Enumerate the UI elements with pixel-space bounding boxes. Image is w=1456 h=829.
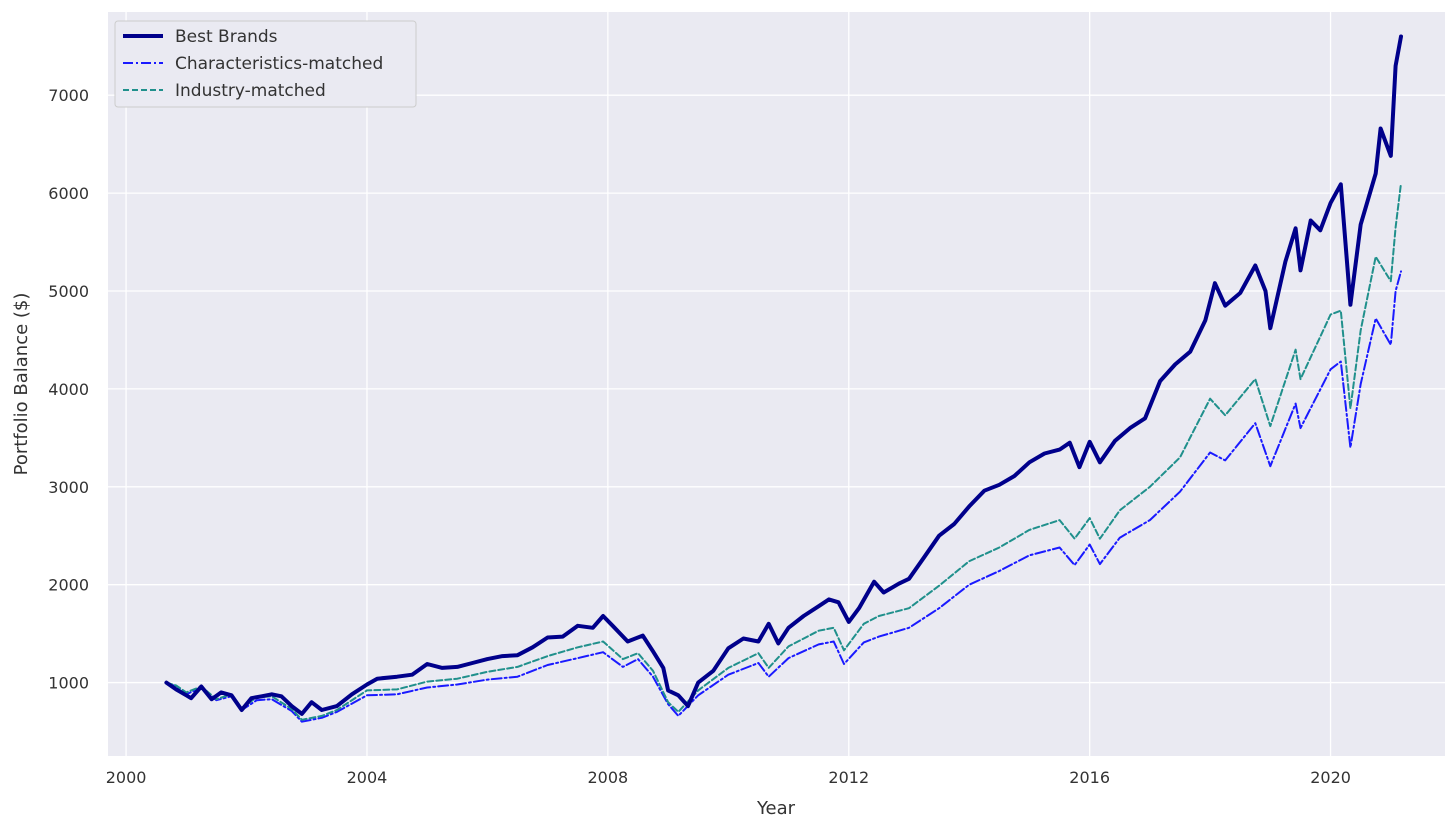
- x-tick-label: 2000: [106, 768, 147, 787]
- y-tick-label: 5000: [48, 282, 89, 301]
- y-tick-label: 4000: [48, 380, 89, 399]
- x-tick-label: 2012: [828, 768, 869, 787]
- legend-label-characteristics-matched: Characteristics-matched: [175, 54, 383, 74]
- legend-label-best-brands: Best Brands: [175, 27, 278, 47]
- x-tick-label: 2008: [588, 768, 629, 787]
- series-line-characteristics-matched: [165, 270, 1402, 723]
- y-tick-label: 7000: [48, 86, 89, 105]
- y-tick-label: 1000: [48, 674, 89, 693]
- series-line-industry-matched: [165, 182, 1402, 721]
- x-tick-label: 2004: [347, 768, 388, 787]
- y-tick-label: 3000: [48, 478, 89, 497]
- y-tick-label: 2000: [48, 576, 89, 595]
- x-tick-label: 2020: [1310, 768, 1351, 787]
- legend: Best Brands Characteristics-matched Indu…: [114, 20, 417, 108]
- tick-labels: 2000 2004 2008 2012 2016 2020 1000 2000 3000 4000…: [48, 86, 1351, 787]
- grid-lines: [108, 12, 1445, 756]
- y-axis-label: Portfolio Balance ($): [11, 293, 32, 476]
- y-tick-label: 6000: [48, 184, 89, 203]
- series-lines: [164, 34, 1403, 723]
- x-axis-label: Year: [756, 798, 796, 819]
- series-line-best-brands: [164, 34, 1403, 716]
- x-tick-label: 2016: [1069, 768, 1110, 787]
- plot-background: [108, 12, 1445, 756]
- legend-label-industry-matched: Industry-matched: [175, 81, 326, 101]
- legend-box: [114, 20, 417, 108]
